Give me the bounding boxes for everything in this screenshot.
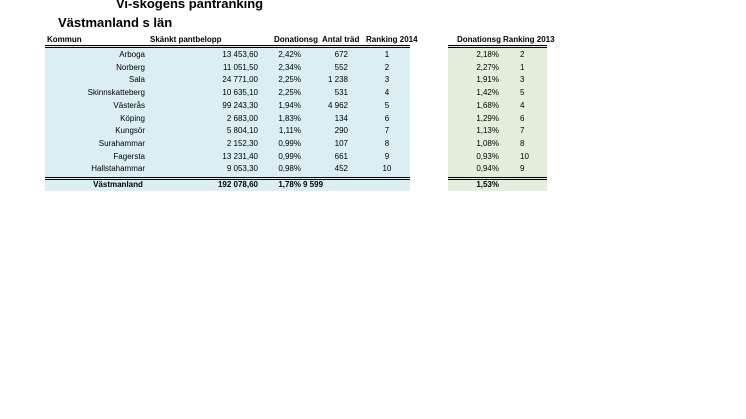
cell: 290 — [334, 126, 348, 136]
cell: 1,13% — [476, 126, 499, 136]
cell: 1,94% — [278, 100, 301, 110]
cell: 1,83% — [278, 113, 301, 123]
cell: Köping — [120, 113, 145, 123]
cell: 2,25% — [278, 75, 301, 85]
cell: 2,34% — [278, 62, 301, 72]
cell: 531 — [334, 88, 348, 98]
cell: 0,99% — [278, 151, 301, 161]
cell: Hallstahammar — [91, 164, 145, 174]
cell: 1,11% — [278, 126, 301, 136]
cell: 10 — [382, 164, 392, 174]
total-cell: 9 599 — [303, 180, 324, 189]
cell: Kungsör — [115, 126, 145, 136]
cell: 24 771,00 — [222, 75, 258, 85]
cell: 8 — [384, 138, 390, 148]
cell: Norberg — [116, 62, 145, 72]
rule — [45, 177, 410, 178]
cell: 1,08% — [476, 138, 499, 148]
cell: 6 — [520, 113, 525, 123]
cell: 1 — [384, 50, 390, 59]
cell: 2 — [384, 62, 390, 72]
cell: Surahammar — [98, 138, 145, 148]
cell: 0,99% — [278, 138, 301, 148]
column-header: Donationsg — [274, 35, 318, 44]
column-header: Kommun — [47, 35, 82, 44]
cell: 5 — [384, 100, 390, 110]
cell: 107 — [334, 138, 348, 148]
cell: 2,27% — [476, 62, 499, 72]
cell: 1,42% — [476, 88, 499, 98]
cell: 1,91% — [476, 75, 499, 85]
cell: Arboga — [119, 50, 145, 59]
cell: 2,18% — [476, 50, 499, 59]
cell: 4 — [520, 100, 525, 110]
total-cell: 1,78% — [278, 180, 301, 189]
cell: Västerås — [113, 100, 145, 110]
rule — [448, 179, 547, 180]
column-header: Ranking 2013 — [503, 35, 555, 44]
cell: 10 — [520, 151, 529, 161]
cell: 2 152,30 — [226, 138, 258, 148]
cell: 9 — [384, 151, 390, 161]
title: Vi-skogens pantranking — [116, 0, 264, 11]
cell: 7 — [384, 126, 390, 136]
rule — [448, 45, 547, 46]
subtitle: Västmanland s län — [58, 15, 173, 30]
rule — [45, 179, 410, 180]
rule — [45, 45, 410, 46]
cell: 0,98% — [278, 164, 301, 174]
cell: 3 — [384, 75, 390, 85]
total-cell: Västmanland — [93, 180, 143, 189]
cell: 4 — [384, 88, 390, 98]
column-header: Skänkt pantbelopp — [150, 35, 222, 44]
column-header: Ranking 2014 — [366, 35, 418, 44]
rule — [448, 47, 547, 48]
cell: Sala — [128, 75, 145, 85]
cell: 7 — [520, 126, 525, 136]
cell: 13 453,60 — [222, 50, 258, 59]
cell: 1 — [520, 62, 525, 72]
rule — [448, 177, 547, 178]
cell: 1,29% — [476, 113, 499, 123]
cell: 0,94% — [476, 164, 499, 174]
cell: 6 — [384, 113, 390, 123]
cell: 9 053,30 — [226, 164, 258, 174]
cell: 10 635,10 — [222, 88, 258, 98]
cell: 4 962 — [327, 100, 348, 110]
cell: 0,93% — [476, 151, 499, 161]
cell: 1 238 — [327, 75, 348, 85]
cell: 452 — [334, 164, 348, 174]
cell: 2,42% — [278, 50, 301, 59]
cell: 134 — [334, 113, 348, 123]
cell: 2 — [520, 50, 525, 59]
cell: 661 — [334, 151, 348, 161]
cell: Fagersta — [113, 151, 145, 161]
column-header: Antal träd — [322, 35, 360, 44]
cell: 2 683,00 — [226, 113, 258, 123]
column-header: Donationsg — [457, 35, 501, 44]
cell: 9 — [520, 164, 525, 174]
cell: Skinnskatteberg — [87, 88, 145, 98]
green-area — [448, 46, 547, 191]
cell: 552 — [334, 62, 348, 72]
cell: 8 — [520, 138, 525, 148]
cell: 2,25% — [278, 88, 301, 98]
cell: 13 231,40 — [222, 151, 258, 161]
blue-area — [45, 46, 410, 191]
total-cell: 192 078,60 — [217, 180, 258, 189]
total-cell: 1,53% — [476, 180, 499, 189]
cell: 5 — [520, 88, 525, 98]
cell: 3 — [520, 75, 525, 85]
cell: 672 — [334, 50, 348, 59]
cell: 1,68% — [476, 100, 499, 110]
cell: 5 804,10 — [226, 126, 258, 136]
cell: 11 051,50 — [223, 62, 258, 72]
cell: 99 243,30 — [222, 100, 258, 110]
rule — [45, 47, 410, 48]
